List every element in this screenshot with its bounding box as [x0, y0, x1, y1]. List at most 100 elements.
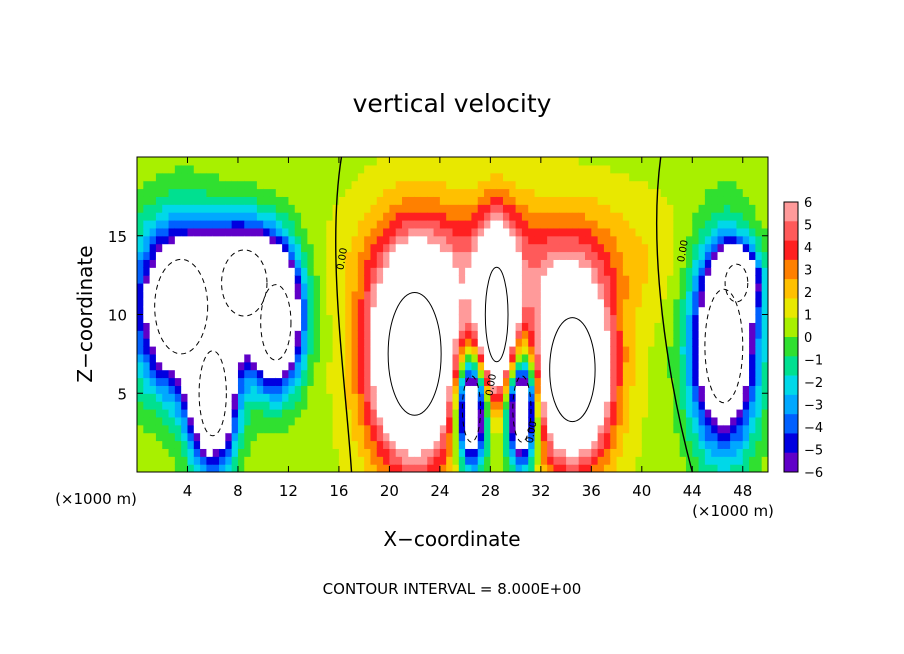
heatmap-cell [452, 164, 460, 174]
heatmap-cell [427, 330, 435, 339]
heatmap-cell [528, 322, 536, 331]
heatmap-cell [332, 290, 340, 300]
heatmap-cell [648, 456, 656, 465]
heatmap-cell [458, 432, 466, 442]
heatmap-cell [402, 416, 409, 426]
heatmap-cell [667, 283, 674, 292]
heatmap-cell [704, 424, 712, 434]
heatmap-cell [301, 164, 308, 174]
heatmap-cell [439, 283, 447, 292]
heatmap-cell [149, 385, 157, 394]
heatmap-cell [332, 172, 340, 182]
heatmap-cell [490, 440, 498, 449]
heatmap-cell [559, 212, 567, 221]
heatmap-cell [137, 353, 144, 363]
heatmap-cell [174, 164, 182, 174]
heatmap-cell [723, 377, 731, 386]
heatmap-cell [187, 227, 195, 237]
heatmap-cell [420, 180, 428, 190]
heatmap-cell [376, 283, 384, 292]
heatmap-cell [521, 424, 529, 434]
heatmap-cell [162, 243, 170, 253]
heatmap-cell [660, 464, 668, 472]
heatmap-cell [370, 314, 378, 323]
heatmap-cell [521, 314, 529, 323]
heatmap-cell [742, 267, 750, 276]
heatmap-cell [307, 259, 315, 268]
heatmap-cell [307, 227, 315, 237]
heatmap-cell [616, 157, 624, 166]
heatmap-cell [654, 243, 662, 253]
heatmap-cell [534, 314, 542, 323]
heatmap-cell [313, 172, 321, 182]
heatmap-cell [534, 448, 542, 457]
heatmap-cell [174, 157, 182, 166]
heatmap-cell [673, 393, 681, 402]
heatmap-cell [484, 346, 491, 355]
heatmap-cell [364, 275, 372, 284]
heatmap-cell [471, 424, 479, 434]
heatmap-cell [629, 204, 637, 213]
heatmap-cell [446, 164, 454, 174]
heatmap-cell [294, 227, 302, 237]
heatmap-cell [275, 377, 283, 386]
heatmap-cell [578, 369, 586, 379]
heatmap-cell [717, 275, 725, 284]
heatmap-cell [193, 361, 201, 371]
heatmap-cell [585, 385, 592, 394]
heatmap-cell [667, 188, 674, 197]
heatmap-cell [685, 306, 693, 316]
heatmap-cell [755, 306, 763, 316]
heatmap-cell [641, 393, 649, 402]
heatmap-cell [704, 283, 712, 292]
heatmap-cell [572, 330, 580, 339]
heatmap-cell [692, 440, 700, 449]
heatmap-cell [685, 275, 693, 284]
heatmap-cell [547, 393, 555, 402]
heatmap-cell [294, 164, 302, 174]
heatmap-cell [723, 346, 731, 355]
heatmap-cell [547, 172, 555, 182]
heatmap-cell [477, 180, 485, 190]
heatmap-cell [622, 283, 630, 292]
heatmap-cell [332, 180, 340, 190]
heatmap-cell [742, 164, 750, 174]
heatmap-cell [698, 259, 706, 268]
heatmap-cell [282, 227, 290, 237]
heatmap-cell [755, 432, 763, 442]
colorbar-swatch [784, 259, 798, 280]
heatmap-cell [572, 306, 580, 316]
heatmap-cell [149, 401, 157, 410]
heatmap-cell [654, 448, 662, 457]
heatmap-cell [667, 164, 674, 174]
heatmap-cell [162, 314, 170, 323]
heatmap-cell [484, 204, 491, 213]
heatmap-cell [244, 204, 252, 213]
heatmap-cell [408, 267, 416, 276]
heatmap-cell [490, 267, 498, 276]
heatmap-cell [730, 314, 738, 323]
heatmap-cell [585, 188, 592, 197]
heatmap-cell [187, 306, 195, 316]
heatmap-cell [237, 369, 245, 379]
heatmap-cell [566, 235, 573, 245]
heatmap-cell [641, 267, 649, 276]
heatmap-cell [465, 235, 473, 245]
heatmap-cell [162, 424, 170, 434]
heatmap-cell [761, 172, 768, 182]
heatmap-cell [553, 432, 561, 442]
heatmap-cell [149, 180, 157, 190]
heatmap-cell [155, 196, 163, 205]
heatmap-cell [174, 448, 182, 457]
heatmap-cell [187, 283, 195, 292]
heatmap-cell [389, 180, 397, 190]
heatmap-cell [345, 416, 353, 426]
heatmap-cell [338, 385, 346, 394]
heatmap-cell [155, 377, 163, 386]
heatmap-cell [692, 409, 700, 418]
heatmap-cell [263, 322, 271, 331]
heatmap-cell [282, 416, 290, 426]
heatmap-cell [345, 259, 353, 268]
heatmap-cell [389, 464, 397, 472]
heatmap-cell [408, 283, 416, 292]
